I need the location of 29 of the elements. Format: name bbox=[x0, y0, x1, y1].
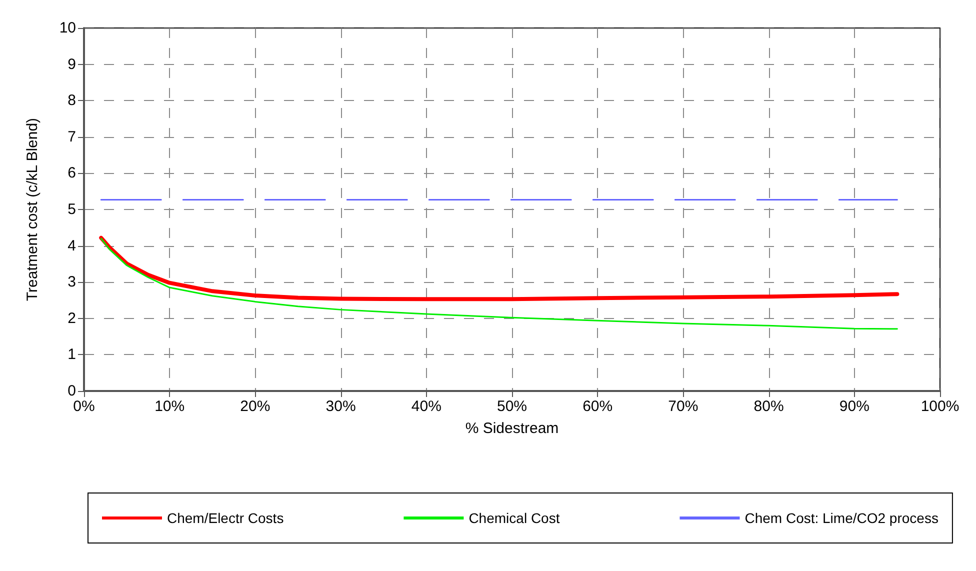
y-tick-label: 8 bbox=[68, 92, 76, 110]
x-axis-title: % Sidestream bbox=[465, 420, 559, 437]
x-tick-label: 90% bbox=[839, 398, 870, 415]
x-tick-label: 40% bbox=[411, 398, 442, 415]
x-tick-label: 60% bbox=[582, 398, 613, 415]
x-tick-label: 70% bbox=[668, 398, 698, 415]
x-tick-label: 80% bbox=[754, 398, 784, 415]
y-tick-label: 5 bbox=[68, 201, 76, 218]
y-tick-label: 10 bbox=[59, 20, 76, 36]
y-tick-label: 1 bbox=[68, 346, 76, 364]
line-series bbox=[100, 238, 898, 330]
y-tick-label: 7 bbox=[68, 128, 76, 146]
x-tick-label: 0% bbox=[73, 398, 95, 415]
x-tick-label: 50% bbox=[496, 398, 528, 415]
legend-label: Chem/Electr Costs bbox=[167, 510, 284, 526]
x-tick-label: 20% bbox=[240, 398, 270, 415]
x-tick-label: 30% bbox=[326, 398, 356, 415]
x-tick-label: 100% bbox=[920, 398, 960, 415]
legend-label: Chem Cost: Lime/CO2 process bbox=[744, 510, 938, 526]
legend-label: Chemical Cost bbox=[468, 510, 560, 526]
y-tick-label: 3 bbox=[68, 274, 76, 291]
x-tick-label: 10% bbox=[154, 398, 185, 415]
y-tick-label: 2 bbox=[68, 310, 76, 327]
y-tick-label: 0 bbox=[68, 382, 76, 400]
y-tick-label: 6 bbox=[68, 164, 76, 182]
y-axis-title: Treatment cost (c/kL Blend) bbox=[24, 118, 41, 302]
y-tick-label: 4 bbox=[68, 237, 76, 254]
y-tick-label: 9 bbox=[68, 56, 76, 73]
line-series bbox=[99, 236, 900, 302]
